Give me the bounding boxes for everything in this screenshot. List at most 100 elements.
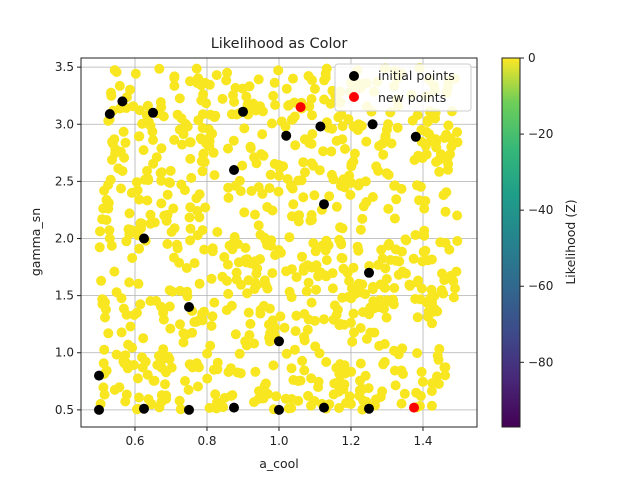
sample-point — [333, 112, 344, 123]
new-points-point — [409, 402, 419, 413]
sample-point — [434, 344, 445, 354]
colorbar-label: Likelihood (Z) — [563, 199, 578, 284]
initial-points-point — [184, 404, 194, 415]
initial-points-point — [410, 131, 421, 142]
sample-point — [253, 182, 264, 193]
sample-point — [264, 303, 275, 314]
sample-point — [257, 129, 268, 140]
initial-points-point — [139, 233, 149, 244]
sample-point — [373, 165, 384, 176]
sample-point — [413, 275, 424, 286]
sample-point — [448, 292, 459, 303]
new-points-point — [295, 102, 306, 113]
sample-point — [412, 312, 423, 323]
sample-point — [348, 262, 359, 273]
sample-point — [221, 75, 232, 86]
sample-point — [156, 143, 167, 154]
sample-point — [125, 321, 136, 332]
sample-point — [98, 203, 109, 214]
sample-point — [262, 283, 273, 294]
sample-point — [230, 329, 241, 340]
sample-point — [185, 137, 196, 148]
sample-point — [184, 212, 195, 223]
chart-title: Likelihood as Color — [211, 36, 348, 52]
sample-point — [237, 83, 248, 94]
colorbar-tick-label: 0 — [528, 51, 536, 65]
sample-point — [427, 318, 437, 329]
sample-point — [120, 137, 131, 148]
sample-point — [327, 123, 338, 134]
sample-point — [134, 243, 145, 254]
sample-point — [381, 274, 392, 284]
y-tick-label: 3.5 — [55, 60, 74, 74]
sample-point — [228, 135, 239, 146]
sample-point — [301, 286, 312, 297]
sample-point — [380, 132, 391, 143]
sample-point — [383, 203, 394, 214]
sample-point — [267, 268, 278, 279]
colorbar-tick-label: −80 — [528, 355, 553, 369]
sample-point — [239, 123, 250, 134]
sample-point — [376, 244, 387, 255]
sample-point — [120, 350, 131, 361]
sample-point — [101, 194, 112, 205]
sample-point — [149, 217, 160, 228]
sample-point — [185, 235, 196, 246]
sample-point — [251, 268, 262, 279]
sample-point — [318, 146, 329, 157]
sample-point — [169, 223, 180, 234]
sample-point — [355, 287, 366, 298]
sample-point — [193, 381, 203, 392]
sample-point — [202, 373, 213, 384]
colorbar-tick-label: −20 — [528, 127, 553, 141]
sample-point — [117, 166, 128, 176]
sample-point — [207, 246, 218, 257]
sample-point — [118, 303, 129, 314]
sample-point — [189, 317, 200, 327]
sample-point — [178, 337, 189, 348]
sample-point — [339, 379, 350, 390]
sample-point — [436, 285, 447, 296]
sample-point — [212, 227, 223, 237]
sample-point — [339, 182, 350, 193]
sample-point — [319, 314, 329, 325]
sample-point — [250, 209, 260, 220]
sample-point — [205, 340, 216, 351]
sample-point — [212, 357, 223, 368]
y-tick-label: 3.0 — [55, 117, 74, 131]
x-axis-label: a_cool — [259, 456, 299, 471]
sample-point — [259, 380, 270, 391]
sample-point — [357, 213, 368, 224]
sample-point — [309, 190, 320, 201]
sample-point — [452, 210, 463, 221]
sample-point — [319, 75, 330, 86]
sample-point — [321, 255, 332, 266]
sample-point — [337, 121, 348, 132]
sample-point — [355, 358, 366, 369]
sample-point — [389, 213, 400, 224]
sample-point — [392, 122, 403, 133]
sample-point — [194, 278, 205, 289]
sample-point — [267, 205, 278, 216]
sample-point — [373, 302, 384, 313]
sample-point — [169, 80, 180, 91]
initial-points-point — [274, 404, 284, 415]
sample-point — [429, 303, 440, 314]
sample-point — [285, 181, 296, 192]
sample-point — [99, 389, 110, 400]
sample-point — [416, 366, 427, 377]
sample-point — [197, 109, 208, 120]
sample-point — [389, 365, 400, 376]
sample-point — [222, 67, 233, 78]
sample-point — [335, 319, 346, 329]
sample-point — [130, 68, 141, 79]
initial-points-point — [139, 403, 149, 414]
sample-point — [303, 314, 314, 325]
sample-point — [410, 230, 421, 240]
sample-point — [156, 167, 167, 178]
sample-point — [345, 399, 356, 409]
sample-point — [409, 155, 420, 165]
sample-point — [390, 255, 401, 266]
legend-label-new: new points — [378, 90, 446, 105]
sample-point — [143, 175, 154, 186]
